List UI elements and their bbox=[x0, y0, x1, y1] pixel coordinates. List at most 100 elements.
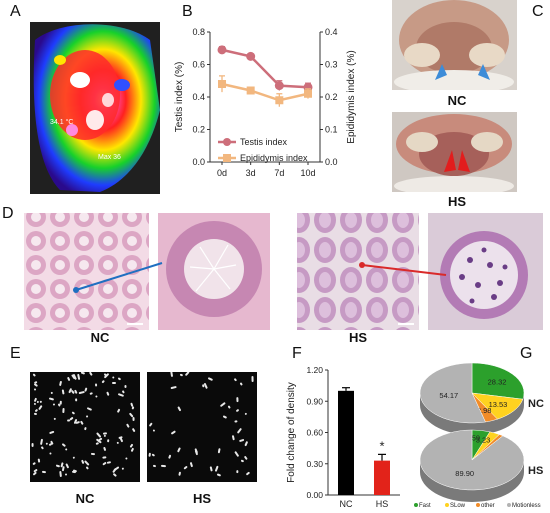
series-line-1 bbox=[221, 82, 309, 102]
panel-label-f: F bbox=[292, 345, 302, 362]
legend-marker bbox=[507, 503, 511, 507]
sperm-cell bbox=[243, 456, 248, 461]
panel-c: C NC HS bbox=[382, 0, 550, 210]
chart-b: 0.0 0.2 0.4 0.6 0.8 0.0 0.1 0.2 0.3 0.4 0d 3d 7d 10d T… bbox=[174, 27, 357, 178]
panel-label-b: B bbox=[182, 3, 193, 20]
sperm-cell bbox=[177, 447, 181, 453]
panel-d: D bbox=[0, 205, 550, 345]
y-tick-label: 0.8 bbox=[192, 27, 205, 37]
sperm-cell bbox=[38, 405, 43, 411]
legend-label: Testis index bbox=[240, 137, 288, 147]
sperm-cell bbox=[210, 466, 214, 472]
y-tick-label: 0.90 bbox=[306, 396, 323, 406]
bar-hs bbox=[374, 460, 390, 495]
sperm-cell bbox=[85, 414, 89, 418]
chart-g: 28.3213.533.9854.17NC5.593.231.2889.90HS… bbox=[414, 362, 544, 509]
pie-value-label: 13.53 bbox=[489, 400, 508, 409]
sperm-cell bbox=[215, 465, 219, 472]
sperm-cell bbox=[222, 415, 227, 419]
sperm-cell bbox=[217, 473, 222, 477]
sperm-image-nc bbox=[30, 372, 140, 482]
sperm-cell bbox=[130, 447, 134, 452]
pie-value-label: 54.17 bbox=[439, 391, 458, 400]
sperm-cell bbox=[118, 376, 122, 380]
sperm-cell bbox=[33, 471, 38, 476]
significance-mark: * bbox=[379, 438, 384, 453]
sperm-cell bbox=[160, 464, 166, 467]
arrow-marker-icon bbox=[478, 64, 490, 80]
sperm-cell bbox=[132, 428, 136, 432]
sperm-cell bbox=[184, 466, 189, 470]
sperm-cell bbox=[251, 376, 254, 382]
sperm-cell bbox=[168, 455, 172, 460]
pie-slice-motionless bbox=[419, 429, 525, 491]
x-tick-label: NC bbox=[340, 499, 353, 509]
sperm-cell bbox=[67, 376, 71, 381]
pie-side-0 bbox=[420, 393, 524, 435]
sperm-cell bbox=[33, 403, 37, 406]
sperm-cell bbox=[233, 378, 237, 382]
pie-value-label: 3.23 bbox=[476, 435, 491, 444]
sperm-cell bbox=[77, 374, 81, 381]
panel-f: F 0.00 0.30 0.60 0.90 1.20 Fold change of den… bbox=[280, 345, 410, 513]
legend-label: Fast bbox=[419, 503, 431, 509]
sperm-cell bbox=[60, 400, 63, 405]
sperm-cell bbox=[59, 470, 62, 477]
sperm-cell bbox=[33, 373, 37, 377]
y2-axis-label: Epididymis index (%) bbox=[346, 50, 357, 143]
sperm-cell bbox=[153, 429, 156, 432]
sperm-cell bbox=[180, 373, 184, 376]
legend-marker bbox=[223, 154, 231, 162]
sperm-cell bbox=[65, 463, 69, 469]
pie-value-label: 3.98 bbox=[477, 406, 492, 415]
sperm-cell bbox=[207, 377, 213, 381]
sperm-cell bbox=[94, 395, 98, 398]
thermal-image: 34.1 °C Max 36 bbox=[30, 22, 160, 194]
sperm-cell bbox=[153, 465, 157, 468]
zoom-connector-hs bbox=[361, 264, 447, 276]
pie-side-1 bbox=[420, 460, 524, 502]
sperm-cell bbox=[234, 421, 238, 424]
data-point bbox=[304, 89, 312, 98]
y-axis-label: Fold change of density bbox=[286, 382, 297, 483]
sperm-cell bbox=[112, 381, 117, 384]
sperm-cell bbox=[38, 458, 41, 464]
thermal-annotation-1: 34.1 °C bbox=[50, 118, 73, 126]
sperm-cell bbox=[149, 422, 153, 427]
pie-slice-fast bbox=[471, 362, 525, 400]
x-tick-label: 10d bbox=[300, 168, 315, 178]
caption-e-hs: HS bbox=[192, 491, 212, 506]
sperm-cell bbox=[61, 442, 66, 447]
y2-tick-label: 0.0 bbox=[325, 157, 338, 167]
y2-tick-label: 0.3 bbox=[325, 60, 338, 70]
sperm-cell bbox=[64, 448, 68, 452]
panel-b: B 0.0 0.2 0.4 0.6 0.8 0.0 0.1 0.2 0.3 0.4 0d 3d 7d 10… bbox=[170, 0, 370, 210]
panel-label-d: D bbox=[2, 205, 14, 222]
legend-label: Motionless bbox=[512, 503, 541, 509]
sperm-cell bbox=[240, 381, 244, 385]
sperm-cell bbox=[132, 406, 135, 410]
caption-e-nc: NC bbox=[75, 491, 95, 506]
sperm-cell bbox=[53, 417, 57, 420]
sperm-cell bbox=[96, 432, 101, 438]
legend-marker bbox=[414, 503, 418, 507]
sperm-cell bbox=[45, 441, 48, 445]
sperm-cell bbox=[245, 412, 248, 415]
sperm-cell bbox=[119, 436, 124, 443]
sperm-cell bbox=[90, 452, 95, 455]
sperm-cell bbox=[40, 446, 44, 450]
sperm-cell bbox=[106, 461, 111, 464]
thermal-annotation-2: Max 36 bbox=[98, 154, 121, 161]
panel-label-e: E bbox=[10, 345, 21, 362]
pie-value-label: 89.90 bbox=[455, 469, 474, 478]
x-tick-label: HS bbox=[376, 499, 389, 509]
sperm-cell bbox=[152, 453, 156, 457]
sperm-cell bbox=[218, 448, 221, 454]
sperm-cell bbox=[189, 462, 193, 468]
sperm-cell bbox=[39, 400, 43, 404]
sperm-cell bbox=[149, 452, 152, 457]
pie-value-label: 5.59 bbox=[466, 433, 481, 442]
sperm-cell bbox=[112, 376, 115, 379]
sperm-cell bbox=[85, 466, 89, 470]
sperm-cell bbox=[126, 422, 130, 428]
